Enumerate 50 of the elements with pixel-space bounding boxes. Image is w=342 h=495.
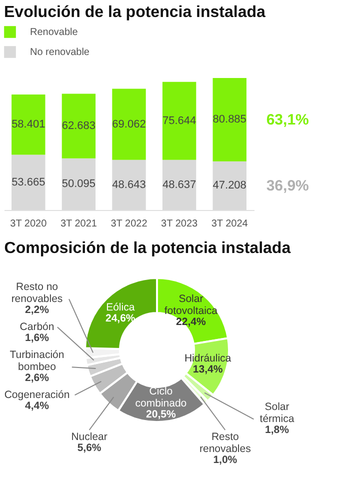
bar [62, 158, 96, 210]
slice-label: Ciclo combinado [135, 385, 187, 410]
chart-title: Evolución de la potencia instalada [4, 4, 266, 21]
data-label: 2,2% [25, 304, 50, 316]
data-label: 24,6% [105, 312, 136, 324]
slice-label: Carbón [20, 321, 54, 334]
data-label: 5,6% [77, 442, 102, 454]
bar [62, 94, 96, 158]
slice-label: Solar térmica [260, 401, 294, 426]
data-label: 4,4% [25, 400, 50, 412]
slice-label: Turbinación bombeo [10, 349, 64, 374]
bar [12, 154, 46, 210]
data-label: 80.885 [212, 114, 246, 126]
data-label: 53.665 [12, 176, 46, 188]
data-label: 48.637 [162, 178, 196, 191]
data-label: 1,6% [25, 332, 50, 344]
data-label: 1,8% [265, 424, 290, 436]
data-label: 69.062 [112, 118, 146, 130]
text: 36,9% [266, 178, 309, 195]
data-label: 20,5% [146, 408, 176, 420]
slice-label: Resto no renovables [11, 281, 63, 306]
slice-label: Eólica [106, 301, 135, 314]
legend-label: Renovable [30, 27, 78, 38]
data-label: 47.208 [212, 180, 246, 192]
x-tick-label: 3T 2021 [60, 218, 98, 230]
slice-label: Resto renovables [199, 431, 251, 455]
x-tick-label: 3T 2020 [10, 218, 48, 230]
x-tick-label: 3T 2024 [211, 218, 248, 230]
bar [212, 161, 246, 210]
bar [162, 82, 196, 160]
text: 63,1% [266, 112, 309, 129]
chart-title: Composición de la potencia instalada [4, 240, 291, 257]
data-label: 2,6% [25, 372, 50, 384]
bar [112, 88, 146, 160]
x-tick-label: 3T 2023 [161, 218, 198, 230]
slice-label: Cogeneración [4, 389, 70, 402]
data-label: 13,4% [192, 363, 224, 376]
data-label: 1,0% [213, 454, 238, 466]
legend-label: No renovable [30, 47, 90, 58]
slice-label: Nuclear [71, 431, 108, 443]
data-label: 50.095 [62, 178, 96, 190]
bar [112, 160, 146, 210]
bar [162, 160, 196, 210]
bar [212, 78, 246, 162]
data-label: 62.683 [62, 120, 96, 132]
data-label: 48.643 [112, 178, 146, 191]
data-label: 75.644 [162, 114, 196, 127]
data-label: 58.401 [12, 118, 46, 131]
bar [12, 94, 46, 155]
x-tick-label: 3T 2022 [110, 218, 148, 230]
